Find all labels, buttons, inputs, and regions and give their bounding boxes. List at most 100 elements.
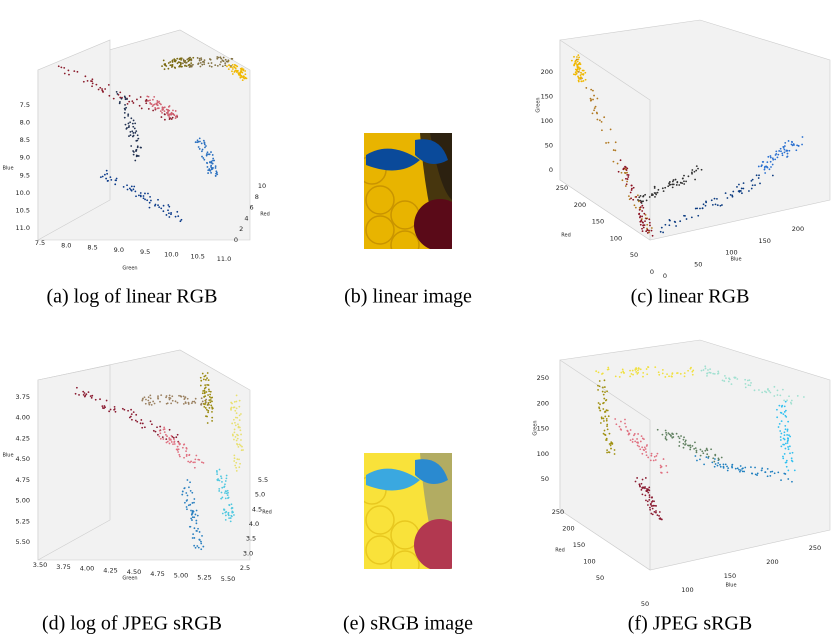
point	[174, 117, 177, 120]
point	[63, 66, 66, 69]
point	[191, 519, 193, 521]
x-tick-label: 4.00	[80, 565, 94, 573]
point	[575, 72, 578, 75]
point	[651, 507, 654, 510]
point	[233, 401, 236, 403]
point	[626, 171, 628, 174]
point	[168, 398, 171, 401]
point	[244, 70, 247, 72]
point	[186, 479, 189, 481]
point	[211, 154, 214, 156]
point	[123, 95, 126, 98]
point	[632, 198, 635, 201]
point	[617, 170, 620, 173]
point	[621, 368, 624, 371]
point	[787, 420, 790, 423]
point	[125, 106, 128, 109]
point	[646, 232, 649, 234]
point	[648, 196, 651, 198]
y-tick-label: 3.0	[243, 549, 253, 557]
point	[781, 404, 784, 407]
point	[131, 122, 134, 125]
point	[169, 438, 172, 441]
point	[761, 391, 764, 394]
point	[731, 465, 733, 468]
point	[134, 131, 137, 134]
point	[132, 119, 135, 122]
point	[672, 436, 675, 438]
point	[192, 461, 195, 464]
point	[764, 172, 767, 174]
point	[204, 386, 207, 389]
point	[584, 71, 587, 74]
point	[180, 65, 182, 68]
point	[610, 442, 612, 445]
point	[159, 400, 161, 403]
point	[667, 185, 670, 188]
point	[231, 63, 234, 66]
point	[766, 166, 769, 169]
point	[665, 464, 668, 467]
point	[605, 409, 608, 412]
point	[231, 510, 234, 513]
point	[207, 394, 209, 396]
point	[140, 107, 143, 110]
point	[764, 390, 766, 393]
point	[642, 195, 645, 198]
point	[672, 183, 675, 186]
point	[640, 482, 643, 485]
point	[699, 454, 702, 457]
point	[198, 57, 201, 60]
point	[603, 433, 606, 436]
point	[787, 437, 790, 440]
point	[207, 172, 210, 174]
point	[209, 58, 212, 61]
point	[690, 366, 692, 369]
point	[785, 459, 788, 462]
point	[774, 158, 777, 161]
point	[189, 481, 191, 484]
point	[128, 416, 131, 419]
point	[696, 459, 698, 462]
y-tick-label: 2	[239, 225, 243, 233]
point	[124, 123, 127, 126]
point	[653, 185, 656, 188]
point	[655, 505, 657, 507]
point	[150, 403, 153, 406]
point	[230, 65, 232, 67]
point	[170, 211, 173, 214]
point	[767, 155, 770, 158]
point	[668, 182, 670, 185]
point	[63, 72, 66, 75]
z-tick-label: 3.75	[16, 393, 30, 401]
point	[641, 230, 644, 233]
point	[648, 489, 651, 492]
point	[647, 491, 650, 494]
point	[779, 394, 782, 397]
y-tick-label: 50	[630, 251, 638, 259]
y-tick-label: 250	[552, 508, 564, 516]
point	[192, 510, 195, 513]
point	[717, 457, 720, 460]
point	[600, 120, 603, 123]
point	[611, 442, 614, 445]
point	[702, 452, 705, 455]
point	[631, 369, 634, 372]
point	[659, 466, 662, 469]
point	[233, 438, 235, 441]
point	[187, 504, 190, 507]
point	[199, 140, 201, 143]
point	[730, 383, 733, 386]
point	[585, 87, 588, 89]
point	[138, 194, 140, 197]
point	[781, 388, 784, 391]
point	[727, 380, 730, 383]
point	[760, 164, 763, 167]
point	[748, 379, 751, 382]
point	[184, 61, 187, 64]
point	[659, 517, 662, 520]
x-tick-label: 0	[663, 272, 667, 280]
point	[214, 64, 217, 67]
point	[772, 158, 775, 161]
point	[722, 463, 725, 466]
